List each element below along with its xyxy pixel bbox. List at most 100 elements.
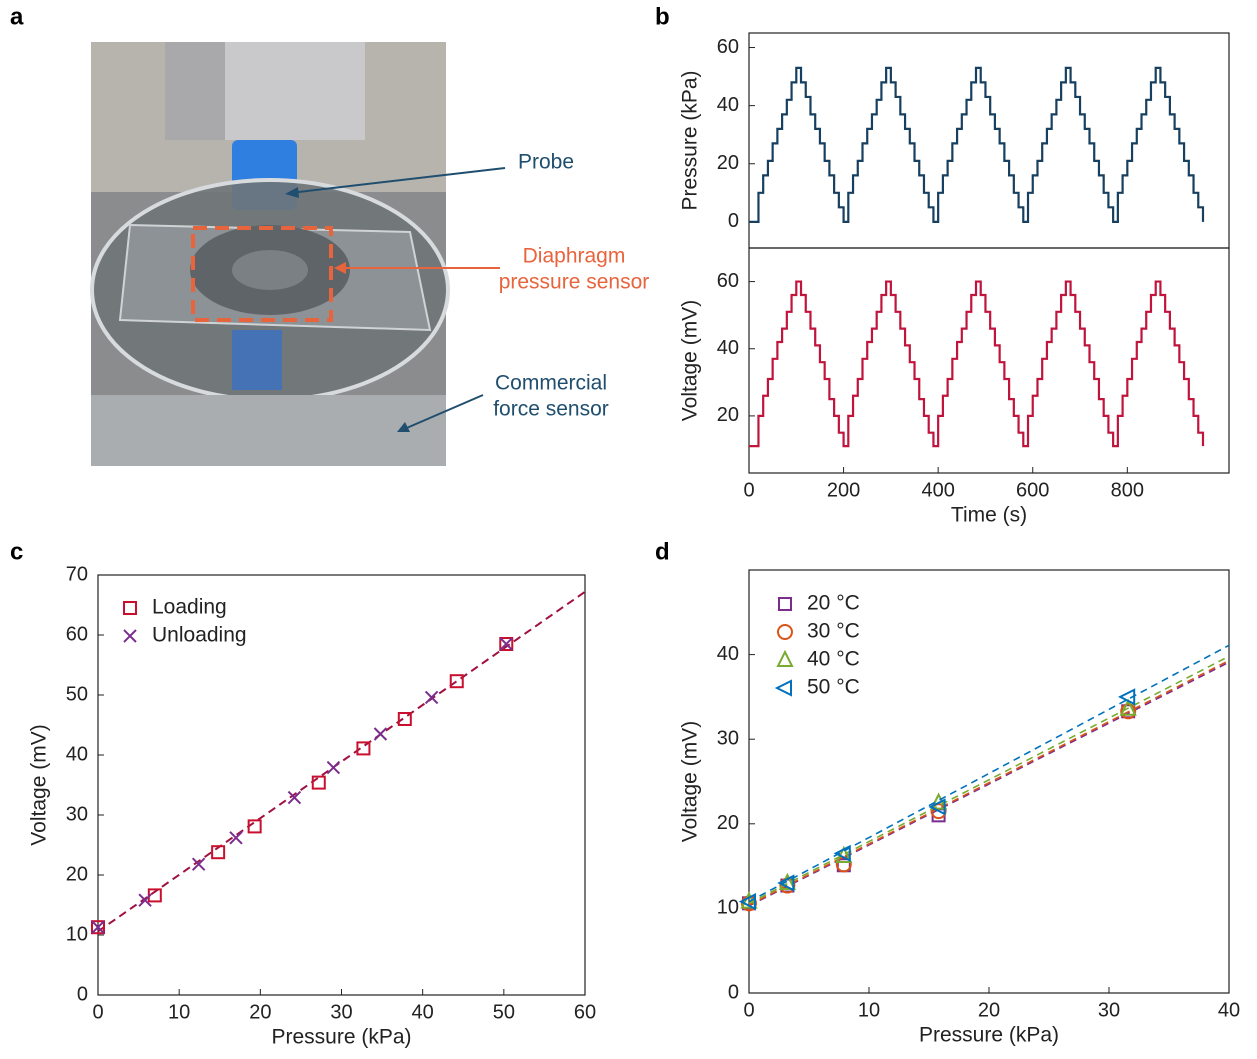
marker bbox=[311, 775, 326, 790]
y-tick-label: 20 bbox=[717, 152, 739, 174]
annotation: force sensor bbox=[493, 398, 609, 421]
marker bbox=[91, 920, 105, 935]
panel-label: c bbox=[10, 538, 23, 565]
fit-line bbox=[97, 590, 586, 933]
y-tick-label: 60 bbox=[66, 623, 88, 645]
x-axis-label: Time (s) bbox=[951, 504, 1027, 527]
x-tick-label: 600 bbox=[1016, 479, 1049, 501]
y-tick-label: 50 bbox=[66, 683, 88, 705]
marker bbox=[777, 874, 795, 892]
panel-label: a bbox=[10, 3, 24, 30]
marker bbox=[123, 629, 137, 643]
fit-line bbox=[748, 661, 1230, 907]
x-tick-label: 60 bbox=[574, 1001, 596, 1023]
x-axis-label: Pressure (kPa) bbox=[919, 1024, 1059, 1047]
marker bbox=[778, 872, 797, 891]
legend-label: 40 °C bbox=[807, 648, 860, 671]
marker bbox=[1119, 698, 1137, 716]
legend-label: 50 °C bbox=[807, 676, 860, 699]
y-tick-label: 0 bbox=[728, 210, 739, 232]
marker bbox=[326, 760, 341, 775]
data-line bbox=[749, 280, 1205, 448]
x-tick-label: 0 bbox=[743, 479, 754, 501]
annotation: Diaphragm bbox=[523, 245, 626, 268]
y-tick-label: 30 bbox=[717, 727, 739, 749]
x-tick-label: 200 bbox=[827, 479, 860, 501]
y-tick-label: 10 bbox=[717, 897, 739, 919]
legend-label: Loading bbox=[152, 596, 227, 619]
fit-line bbox=[748, 655, 1230, 905]
y-axis-label: Voltage (mV) bbox=[28, 724, 51, 845]
x-tick-label: 50 bbox=[493, 1001, 515, 1023]
marker bbox=[738, 893, 756, 911]
y-tick-label: 60 bbox=[717, 270, 739, 292]
marker bbox=[356, 741, 371, 756]
x-tick-label: 20 bbox=[249, 1001, 271, 1023]
marker bbox=[247, 819, 262, 834]
y-tick-label: 40 bbox=[717, 94, 739, 116]
y-tick-label: 0 bbox=[728, 981, 739, 1003]
marker bbox=[397, 712, 412, 726]
y-tick-label: 0 bbox=[77, 983, 88, 1005]
y-tick-label: 20 bbox=[717, 404, 739, 426]
marker bbox=[1120, 703, 1137, 720]
legend-label: Unloading bbox=[152, 624, 247, 647]
annotation: Probe bbox=[518, 151, 574, 174]
marker bbox=[778, 597, 792, 611]
y-axis-label: Voltage (mV) bbox=[679, 721, 702, 842]
y-tick-label: 10 bbox=[66, 923, 88, 945]
x-tick-label: 0 bbox=[743, 999, 754, 1021]
x-tick-label: 0 bbox=[92, 1001, 103, 1023]
x-tick-label: 40 bbox=[412, 1001, 434, 1023]
marker bbox=[499, 637, 514, 651]
marker bbox=[449, 674, 464, 689]
x-tick-label: 10 bbox=[858, 999, 880, 1021]
marker bbox=[928, 798, 946, 816]
annotation: Commercial bbox=[495, 372, 607, 395]
photo bbox=[90, 42, 506, 466]
legend-label: 20 °C bbox=[807, 592, 860, 615]
fit-line bbox=[748, 659, 1230, 906]
fit-line bbox=[748, 644, 1230, 903]
data-line bbox=[749, 66, 1205, 223]
y-tick-label: 20 bbox=[66, 863, 88, 885]
marker bbox=[91, 920, 105, 934]
marker bbox=[833, 844, 851, 863]
plot-frame bbox=[748, 247, 1230, 474]
y-tick-label: 70 bbox=[66, 563, 88, 585]
marker bbox=[229, 831, 243, 845]
panel-label: d bbox=[655, 538, 670, 565]
marker bbox=[777, 624, 793, 640]
marker bbox=[1117, 688, 1136, 706]
marker bbox=[929, 792, 948, 810]
y-tick-label: 60 bbox=[717, 36, 739, 58]
y-tick-label: 40 bbox=[717, 643, 739, 665]
y-tick-label: 30 bbox=[66, 803, 88, 825]
y-axis-label: Voltage (mV) bbox=[679, 300, 702, 421]
x-tick-label: 30 bbox=[330, 1001, 352, 1023]
y-axis-label: Pressure (kPa) bbox=[679, 70, 702, 210]
y-tick-label: 40 bbox=[66, 743, 88, 765]
marker bbox=[211, 845, 226, 860]
x-tick-label: 10 bbox=[168, 1001, 190, 1023]
marker bbox=[123, 601, 137, 615]
x-axis-label: Pressure (kPa) bbox=[271, 1026, 411, 1049]
marker bbox=[499, 637, 513, 651]
x-tick-label: 400 bbox=[921, 479, 954, 501]
marker bbox=[774, 679, 792, 697]
marker bbox=[373, 727, 388, 741]
x-tick-label: 30 bbox=[1098, 999, 1120, 1021]
y-tick-label: 20 bbox=[717, 812, 739, 834]
x-tick-label: 40 bbox=[1218, 999, 1240, 1021]
y-tick-label: 40 bbox=[717, 337, 739, 359]
marker bbox=[191, 857, 206, 871]
annotation: pressure sensor bbox=[499, 271, 650, 294]
panel-label: b bbox=[655, 3, 670, 30]
legend-label: 30 °C bbox=[807, 620, 860, 643]
marker bbox=[287, 790, 302, 805]
x-tick-label: 20 bbox=[978, 999, 1000, 1021]
marker bbox=[138, 893, 152, 907]
marker bbox=[424, 690, 439, 705]
marker bbox=[776, 649, 794, 667]
